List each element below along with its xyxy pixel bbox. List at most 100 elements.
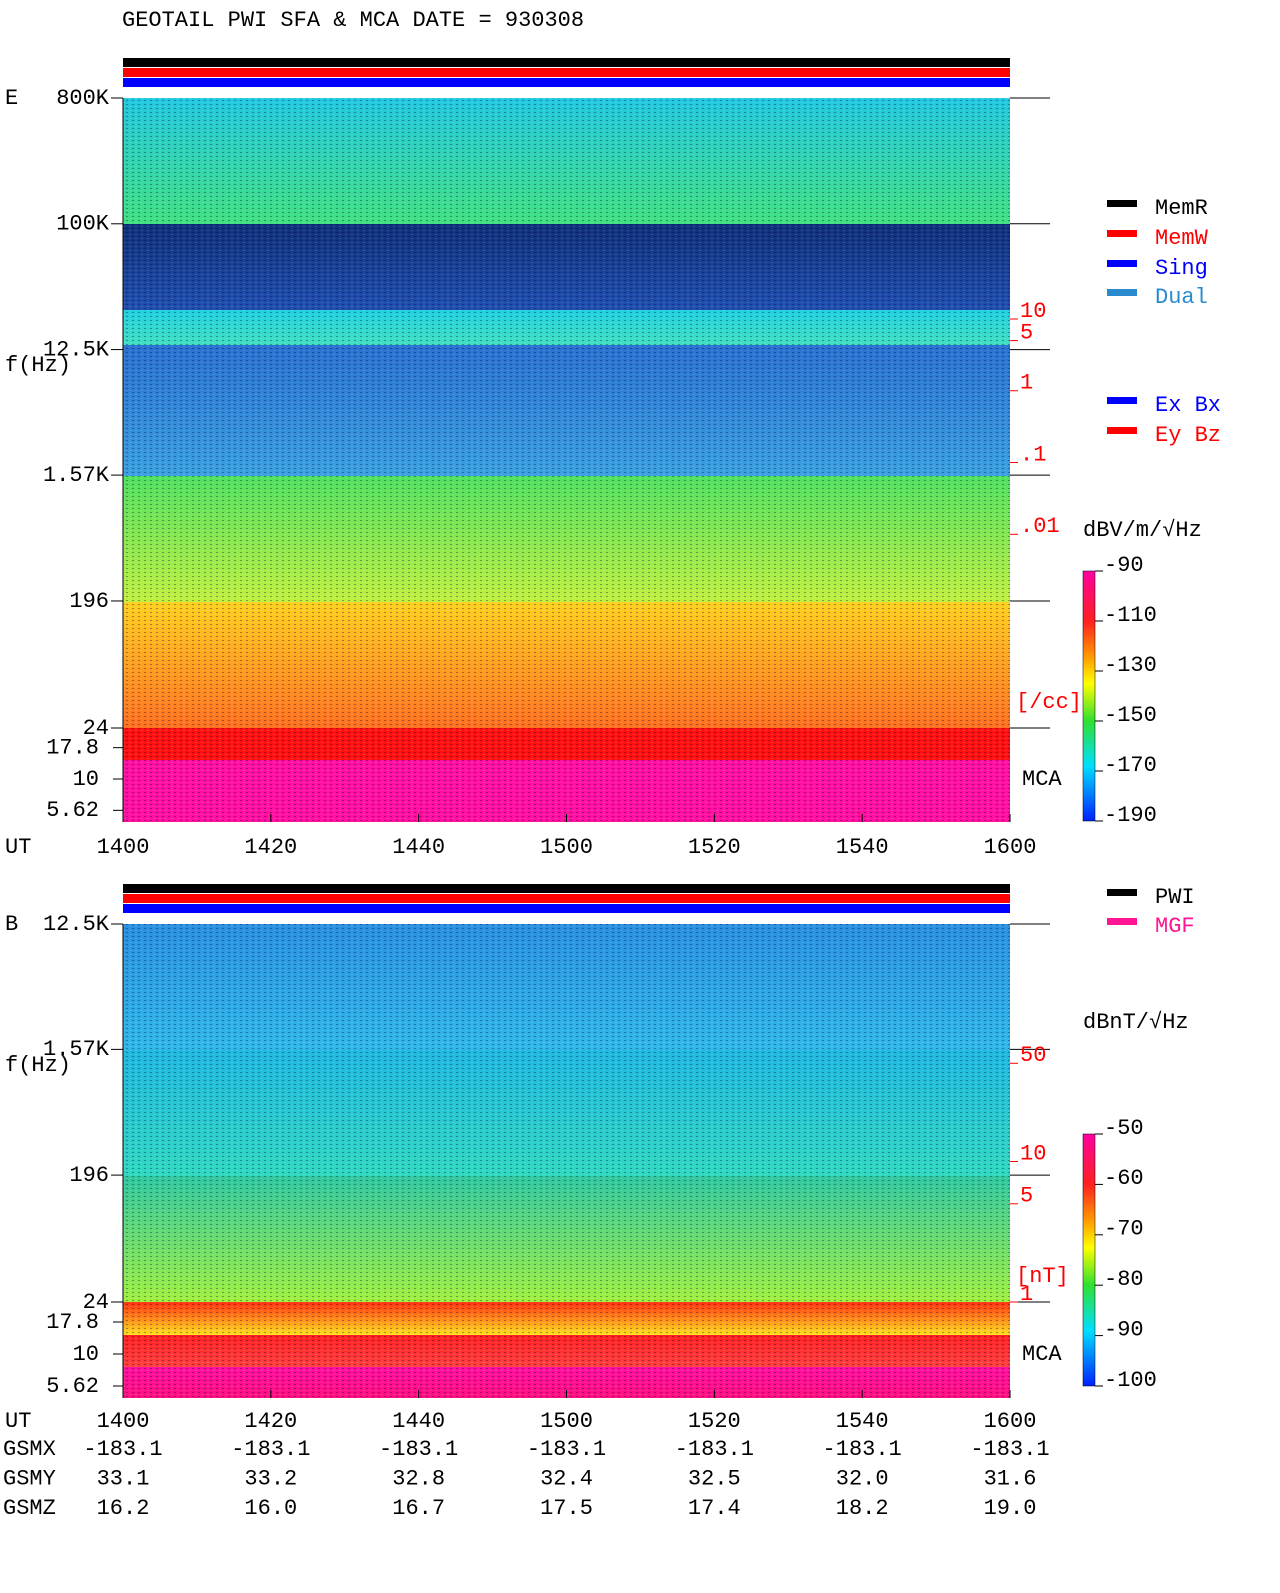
legend-label: MemR [1155,196,1208,221]
y-tick-label: 196 [69,589,109,614]
orbit-value: 19.0 [984,1496,1037,1521]
x-tick-label: 1520 [688,1409,741,1434]
mca-tick-label: 17.8 [46,735,99,760]
spectrogram-texture [123,728,1010,760]
y2-tick-label: 5 [1020,320,1033,345]
y2-tick-label: 1 [1020,1282,1033,1307]
colorbar-tick-label: -50 [1104,1116,1144,1141]
spectrogram-texture [123,760,1010,822]
legend-swatch [1107,260,1137,267]
x-axis-label: UT [5,835,31,860]
mca-tick-label: 10 [73,767,99,792]
legend-swatch [1107,200,1137,207]
x-tick-label: 1400 [97,835,150,860]
colorbar-tick-label: -130 [1104,653,1157,678]
y2-tick-label: 50 [1020,1043,1046,1068]
y-tick-label: 24 [83,716,109,741]
mca-label: MCA [1022,767,1062,792]
status-bar [123,894,1010,903]
spectrogram-texture [123,224,1010,310]
orbit-value: 16.2 [97,1496,150,1521]
status-bar [123,58,1010,67]
legend-swatch [1107,230,1137,237]
colorbar-label: dBV/m/√Hz [1083,518,1202,543]
y2-tick-label: .01 [1020,514,1060,539]
x-tick-label: 1440 [392,835,445,860]
orbit-value: 32.0 [836,1466,889,1491]
orbit-label: GSMY [3,1466,56,1491]
status-bar [123,884,1010,893]
x-tick-label: 1440 [392,1409,445,1434]
y-axis-label: f(Hz) [5,353,71,378]
y2-tick-label: 5 [1020,1184,1033,1209]
legend-label: MemW [1155,226,1209,251]
colorbar-tick-label: -80 [1104,1267,1144,1292]
x-tick-label: 1600 [984,835,1037,860]
orbit-value: -183.1 [83,1437,162,1462]
mca-tick-label: 17.8 [46,1310,99,1335]
y-tick-label: 1.57K [43,1037,110,1062]
colorbar-tick-label: -150 [1104,703,1157,728]
x-tick-label: 1600 [984,1409,1037,1434]
mca-tick-label: 5.62 [46,798,99,823]
orbit-value: 31.6 [984,1466,1037,1491]
orbit-value: -183.1 [527,1437,606,1462]
orbit-label: GSMZ [3,1496,56,1521]
orbit-value: 18.2 [836,1496,889,1521]
orbit-value: 17.5 [540,1496,593,1521]
spectrogram-texture [123,476,1010,602]
y-tick-label: 800K [56,86,110,111]
y-tick-label: 12.5K [43,912,110,937]
legend-label: Ey Bz [1155,423,1221,448]
x-tick-label: 1540 [836,835,889,860]
legend-label: Dual [1155,285,1208,310]
y2-axis-label: [/cc] [1016,690,1082,715]
spectrogram-texture [123,1302,1010,1335]
colorbar-tick-label: -90 [1104,1317,1144,1342]
y2-axis-label: [nT] [1016,1264,1069,1289]
colorbar [1082,1133,1096,1387]
legend-swatch [1107,427,1137,434]
colorbar-tick-label: -70 [1104,1217,1144,1242]
legend-swatch [1107,397,1137,404]
orbit-value: 16.0 [244,1496,297,1521]
orbit-value: 32.4 [540,1466,593,1491]
y2-tick-label: .1 [1020,442,1046,467]
colorbar [1082,570,1096,822]
y-tick-label: 1.57K [43,463,110,488]
colorbar-tick-label: -190 [1104,803,1157,828]
colorbar-tick-label: -170 [1104,753,1157,778]
orbit-value: 32.8 [392,1466,445,1491]
spectrogram-texture [123,1050,1010,1176]
orbit-value: -183.1 [970,1437,1049,1462]
title: GEOTAIL PWI SFA & MCA DATE = 930308 [122,8,584,33]
x-tick-label: 1420 [244,1409,297,1434]
orbit-value: -183.1 [379,1437,458,1462]
spectrogram-texture [123,345,1010,476]
legend-swatch [1107,918,1137,925]
orbit-value: 33.1 [97,1466,150,1491]
colorbar-tick-label: -90 [1104,553,1144,578]
x-tick-label: 1400 [97,1409,150,1434]
y-tick-label: 12.5K [43,337,110,362]
orbit-value: -183.1 [231,1437,310,1462]
spectrogram-texture [123,924,1010,1050]
y2-tick-label: 10 [1020,299,1046,324]
orbit-value: -183.1 [823,1437,902,1462]
spectrogram-texture [123,1335,1010,1367]
orbit-value: 33.2 [244,1466,297,1491]
x-tick-label: 1540 [836,1409,889,1434]
spectrogram-texture [123,98,1010,224]
legend-label: MGF [1155,914,1195,939]
x-tick-label: 1420 [244,835,297,860]
status-bar [123,68,1010,77]
orbit-value: 17.4 [688,1496,741,1521]
status-bar [123,904,1010,913]
x-tick-label: 1500 [540,1409,593,1434]
y-tick-label: 100K [56,212,110,237]
legend-label: PWI [1155,885,1195,910]
x-tick-label: 1500 [540,835,593,860]
mca-label: MCA [1022,1342,1062,1367]
spectrogram-texture [123,602,1010,728]
spectrogram-texture [123,310,1010,345]
